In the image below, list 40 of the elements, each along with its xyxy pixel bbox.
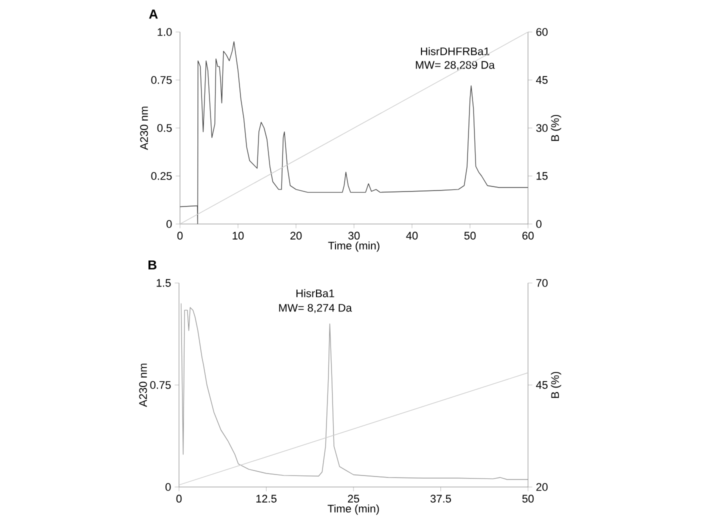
x-tick-label: 0 — [176, 494, 182, 503]
y2-tick-label: 45 — [536, 76, 548, 84]
y-axis-title: A230 nm — [139, 364, 147, 407]
x-axis-title: Time (min) — [328, 241, 380, 252]
annotation: MW= 28,289 Da — [416, 61, 495, 70]
x-tick-label: 20 — [290, 232, 302, 240]
x-tick-label: 30 — [348, 232, 360, 240]
x-tick-label: 40 — [406, 232, 418, 240]
y-tick-label: 0.5 — [157, 124, 172, 132]
x-tick-label: 0 — [177, 232, 183, 240]
y2-tick-label: 70 — [536, 279, 548, 287]
x-tick-label: 50 — [464, 232, 476, 240]
y2-tick-label: 60 — [536, 28, 548, 36]
y-tick-label: 0.25 — [151, 172, 172, 180]
y2-axis-title: B (%) — [550, 372, 562, 398]
y2-tick-label: 20 — [536, 483, 548, 491]
y-tick-label: 0.75 — [150, 381, 171, 389]
y-tick-label: 0 — [166, 220, 172, 228]
x-axis-title: Time (min) — [328, 504, 379, 515]
y-tick-label: 0.75 — [151, 76, 172, 84]
x-tick-label: 25 — [348, 494, 360, 503]
y-tick-label: 0 — [166, 483, 171, 491]
chart-title: A — [149, 10, 158, 19]
y2-tick-label: 30 — [536, 124, 548, 132]
y2-tick-label: 15 — [536, 172, 548, 180]
y-tick-label: 1.5 — [156, 279, 171, 287]
chart-title: B — [148, 260, 156, 270]
annotation: MW= 8,274 Da — [279, 304, 352, 314]
x-tick-label: 10 — [232, 232, 244, 240]
x-tick-label: 37.5 — [430, 494, 451, 503]
y-tick-label: 1.0 — [158, 28, 172, 36]
y2-tick-label: 0 — [536, 220, 542, 228]
y2-axis-title: B (%) — [550, 114, 562, 141]
x-tick-label: 60 — [522, 232, 534, 240]
annotation: HisrBa1 — [296, 289, 334, 298]
y-axis-title: A230 nm — [140, 106, 148, 150]
y2-tick-label: 45 — [536, 381, 548, 389]
annotation: HisrDHFRBa1 — [420, 47, 490, 56]
x-tick-label: 12.5 — [256, 494, 276, 503]
x-tick-label: 50 — [522, 494, 534, 503]
